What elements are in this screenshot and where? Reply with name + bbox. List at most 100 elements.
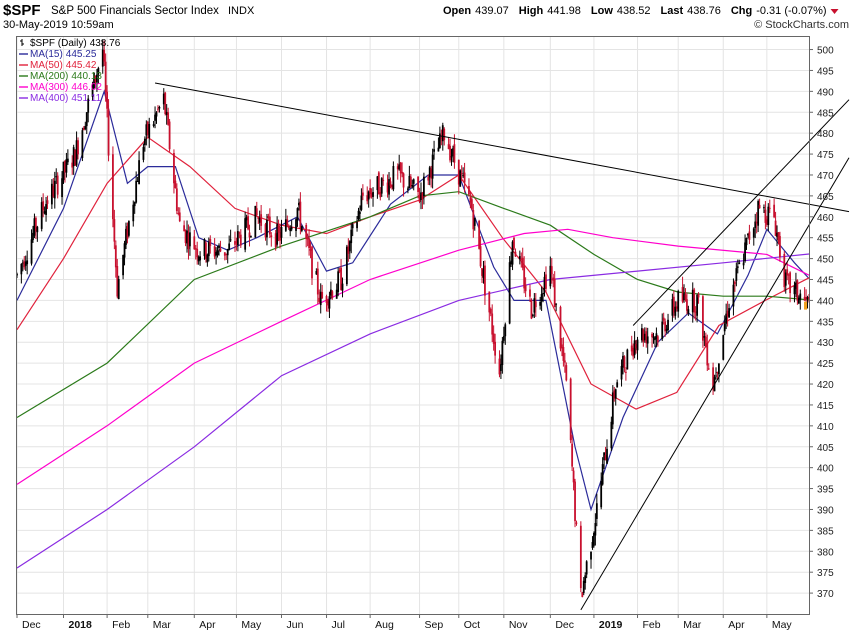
y-axis: 370 375 380 385 390 395 400 405 410 415 420 425 430 4… — [809, 46, 834, 600]
candle-body — [104, 61, 107, 93]
candle-body — [513, 237, 515, 249]
plot-frame — [16, 36, 810, 615]
y-tick-label: 470 — [817, 171, 834, 182]
candle-body — [703, 336, 706, 338]
candle-body — [691, 289, 694, 313]
candle-body — [126, 226, 129, 240]
candle-body — [787, 274, 790, 276]
candle-body — [205, 242, 207, 260]
y-tick-label: 395 — [817, 485, 834, 496]
candle-body — [347, 246, 350, 254]
candle-body — [219, 248, 222, 252]
candle-body — [662, 317, 665, 321]
candle-body — [55, 176, 58, 178]
stat-value: -0.31 (-0.07%) — [756, 5, 826, 17]
ma-line-ma300 — [16, 228, 810, 485]
candle-body — [569, 378, 572, 441]
candle-body — [722, 335, 725, 360]
candle-body — [173, 152, 175, 184]
candle-body — [75, 140, 78, 166]
candle-body — [674, 306, 677, 316]
x-tick-label: Aug — [375, 619, 394, 631]
candle-body — [157, 108, 159, 110]
candle-body — [422, 176, 425, 197]
candle-body — [417, 176, 419, 192]
candle-body — [158, 106, 161, 109]
legend-label: $SPF (Daily) — [30, 38, 87, 49]
candle-body — [765, 219, 768, 225]
candle-body — [40, 202, 43, 229]
candle-body — [377, 172, 380, 195]
y-tick-label: 405 — [817, 443, 834, 454]
candle-body — [298, 202, 300, 206]
candle-body — [348, 241, 351, 252]
candle-body — [258, 217, 261, 223]
candle-body — [656, 336, 659, 343]
candle-body — [268, 216, 271, 235]
candle-body — [216, 250, 219, 256]
candle-body — [366, 195, 369, 202]
candle-body — [427, 177, 430, 181]
y-tick-label: 500 — [817, 46, 834, 57]
candle-body — [138, 160, 140, 185]
legend-label: MA(300) — [30, 82, 68, 93]
candle-body — [543, 276, 546, 290]
candle-body — [460, 173, 463, 175]
candle-body — [428, 167, 431, 178]
x-tick-label: May — [772, 619, 793, 631]
candle-body — [696, 294, 699, 316]
candle-body — [340, 267, 342, 290]
candle-body — [622, 355, 624, 368]
candle-body — [806, 297, 809, 299]
candle-body — [640, 328, 643, 341]
x-tick-label: Feb — [112, 619, 130, 631]
candle-body — [142, 147, 145, 160]
candle-body — [793, 286, 796, 295]
candle-body — [491, 313, 494, 335]
candle-body — [260, 214, 263, 226]
candle-body — [255, 208, 258, 216]
x-tick-label: Mar — [153, 619, 172, 631]
candle-body — [331, 291, 334, 298]
candle-body — [391, 184, 393, 188]
candle-body — [32, 232, 34, 240]
candle-body — [337, 271, 340, 293]
candle-body — [112, 154, 114, 220]
candle-body — [418, 194, 421, 202]
date-time: 30-May-2019 10:59am — [3, 19, 114, 31]
candle-body — [299, 201, 302, 229]
candle-body — [752, 228, 755, 238]
candle-body — [244, 218, 247, 250]
candle-body — [468, 186, 470, 195]
y-tick-label: 460 — [817, 213, 834, 224]
candle-body — [687, 309, 690, 314]
candle-body — [784, 272, 787, 286]
candle-body — [168, 121, 171, 150]
candle-body — [545, 274, 547, 289]
candle-body — [469, 197, 472, 203]
candle-body — [30, 239, 33, 264]
candle-body — [360, 195, 363, 210]
candle-body — [372, 192, 374, 197]
trendline — [154, 82, 850, 213]
candle-body — [511, 241, 514, 265]
candle-body — [706, 343, 709, 366]
y-tick-label: 475 — [817, 150, 834, 161]
y-tick-label: 375 — [817, 568, 834, 579]
candle-body — [117, 279, 120, 300]
candle-body — [96, 74, 98, 83]
x-tick-label: Jun — [286, 619, 303, 631]
legend-value: 446.02 — [71, 82, 102, 93]
candle-body — [402, 173, 405, 188]
candle-body — [361, 192, 364, 196]
candle-body — [744, 242, 746, 262]
candle-body — [421, 192, 424, 200]
candle-body — [655, 333, 658, 339]
candle-body — [245, 217, 248, 221]
candle-body — [738, 262, 741, 265]
candle-body — [481, 268, 483, 276]
candle-body — [636, 339, 639, 351]
candle-body — [379, 191, 382, 198]
candle-body — [712, 367, 714, 390]
x-tick-label: 2018 — [69, 619, 93, 631]
